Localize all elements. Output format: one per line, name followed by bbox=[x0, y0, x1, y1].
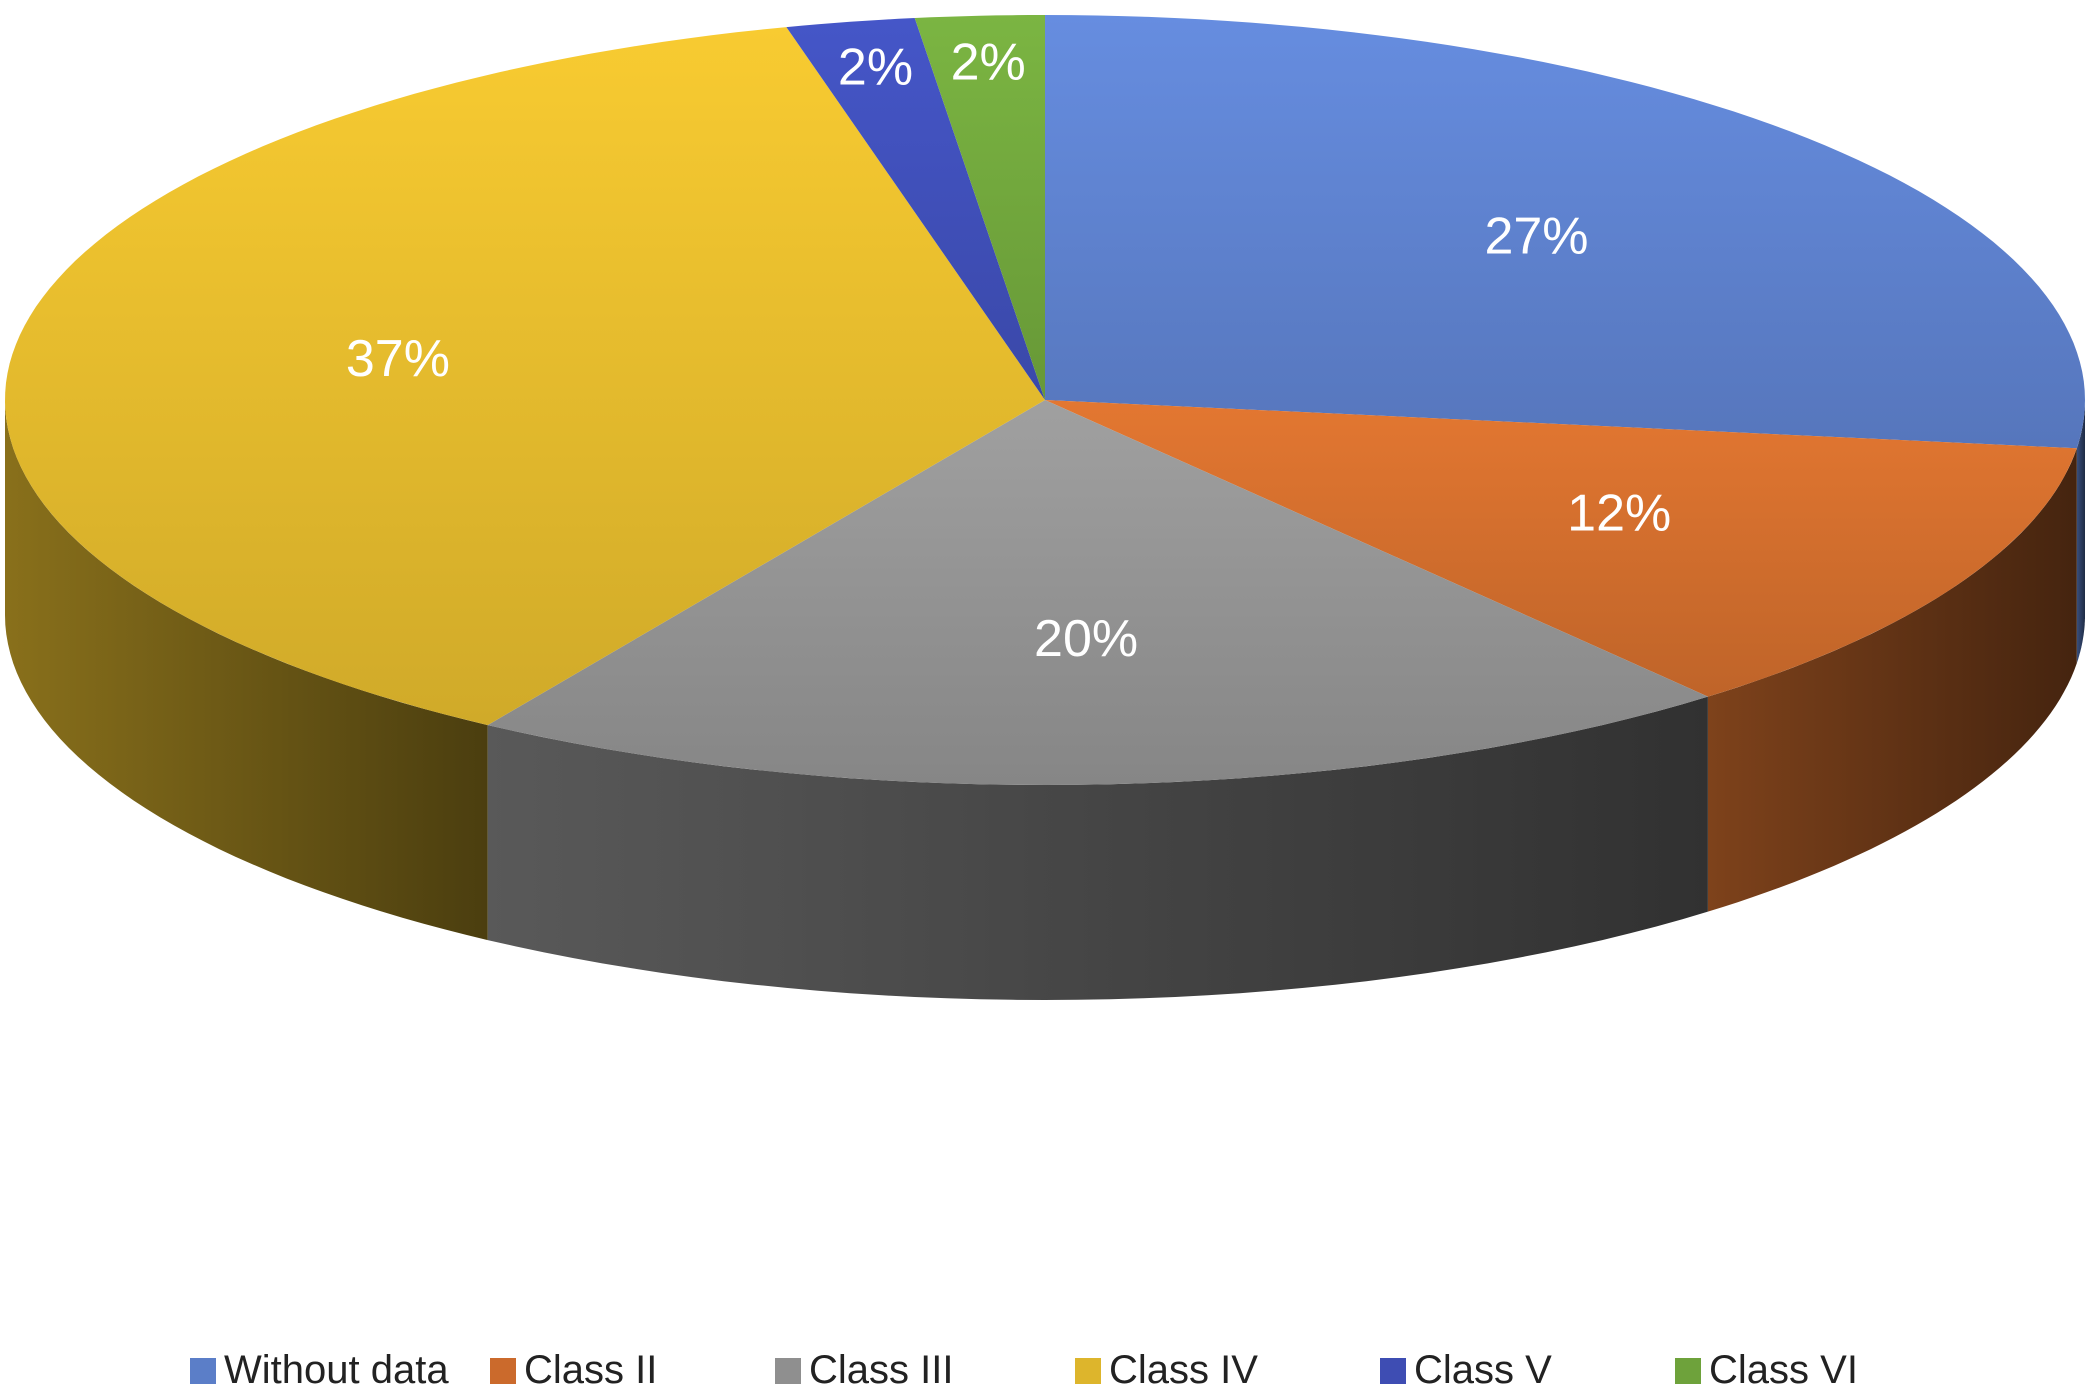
data-label-without-data: 27% bbox=[1484, 207, 1588, 265]
legend-label: Class V bbox=[1414, 1348, 1552, 1392]
legend: Without data Class II Class III Class IV Cla… bbox=[0, 1348, 2091, 1393]
legend-label: Class II bbox=[524, 1348, 658, 1392]
data-label-class-v: 2% bbox=[838, 39, 913, 97]
pie-slice-class-v bbox=[786, 18, 1045, 400]
data-label-class-vi: 2% bbox=[951, 33, 1026, 91]
legend-label: Without data bbox=[224, 1348, 449, 1392]
legend-item-class-ii: Class II bbox=[490, 1348, 657, 1393]
legend-swatch bbox=[190, 1357, 216, 1384]
pie-side-class-iv bbox=[5, 400, 488, 941]
pie-side-class-iii bbox=[487, 696, 1708, 1000]
data-label-class-iii: 20% bbox=[1034, 610, 1138, 668]
pie-slice-without-data bbox=[1045, 15, 2085, 449]
pie-slice-class-iv bbox=[5, 27, 1045, 726]
pie-side-class-ii bbox=[1707, 448, 2077, 912]
data-label-class-iv: 37% bbox=[346, 330, 450, 388]
data-label-class-ii: 12% bbox=[1567, 485, 1671, 543]
legend-label: Class III bbox=[809, 1348, 954, 1392]
legend-swatch bbox=[1075, 1357, 1101, 1384]
pie-slices bbox=[5, 15, 2085, 785]
legend-item-without-data: Without data bbox=[190, 1348, 449, 1393]
legend-swatch bbox=[775, 1357, 801, 1384]
legend-label: Class IV bbox=[1109, 1348, 1258, 1392]
legend-item-class-iii: Class III bbox=[775, 1348, 953, 1393]
legend-swatch bbox=[490, 1357, 516, 1384]
legend-item-class-v: Class V bbox=[1380, 1348, 1552, 1393]
pie-side-walls bbox=[5, 400, 2085, 1000]
legend-label: Class VI bbox=[1709, 1348, 1858, 1392]
legend-item-class-iv: Class IV bbox=[1075, 1348, 1258, 1393]
pie-slice-class-vi bbox=[914, 15, 1045, 400]
legend-swatch bbox=[1675, 1357, 1701, 1384]
pie-side-without-data bbox=[2076, 400, 2085, 664]
legend-swatch bbox=[1380, 1357, 1406, 1384]
pie-slice-class-ii bbox=[1045, 400, 2077, 697]
legend-item-class-vi: Class VI bbox=[1675, 1348, 1858, 1393]
data-labels: 27% 12% 20% 37% 2% 2% bbox=[346, 33, 1671, 667]
pie-slice-class-iii bbox=[487, 400, 1708, 785]
